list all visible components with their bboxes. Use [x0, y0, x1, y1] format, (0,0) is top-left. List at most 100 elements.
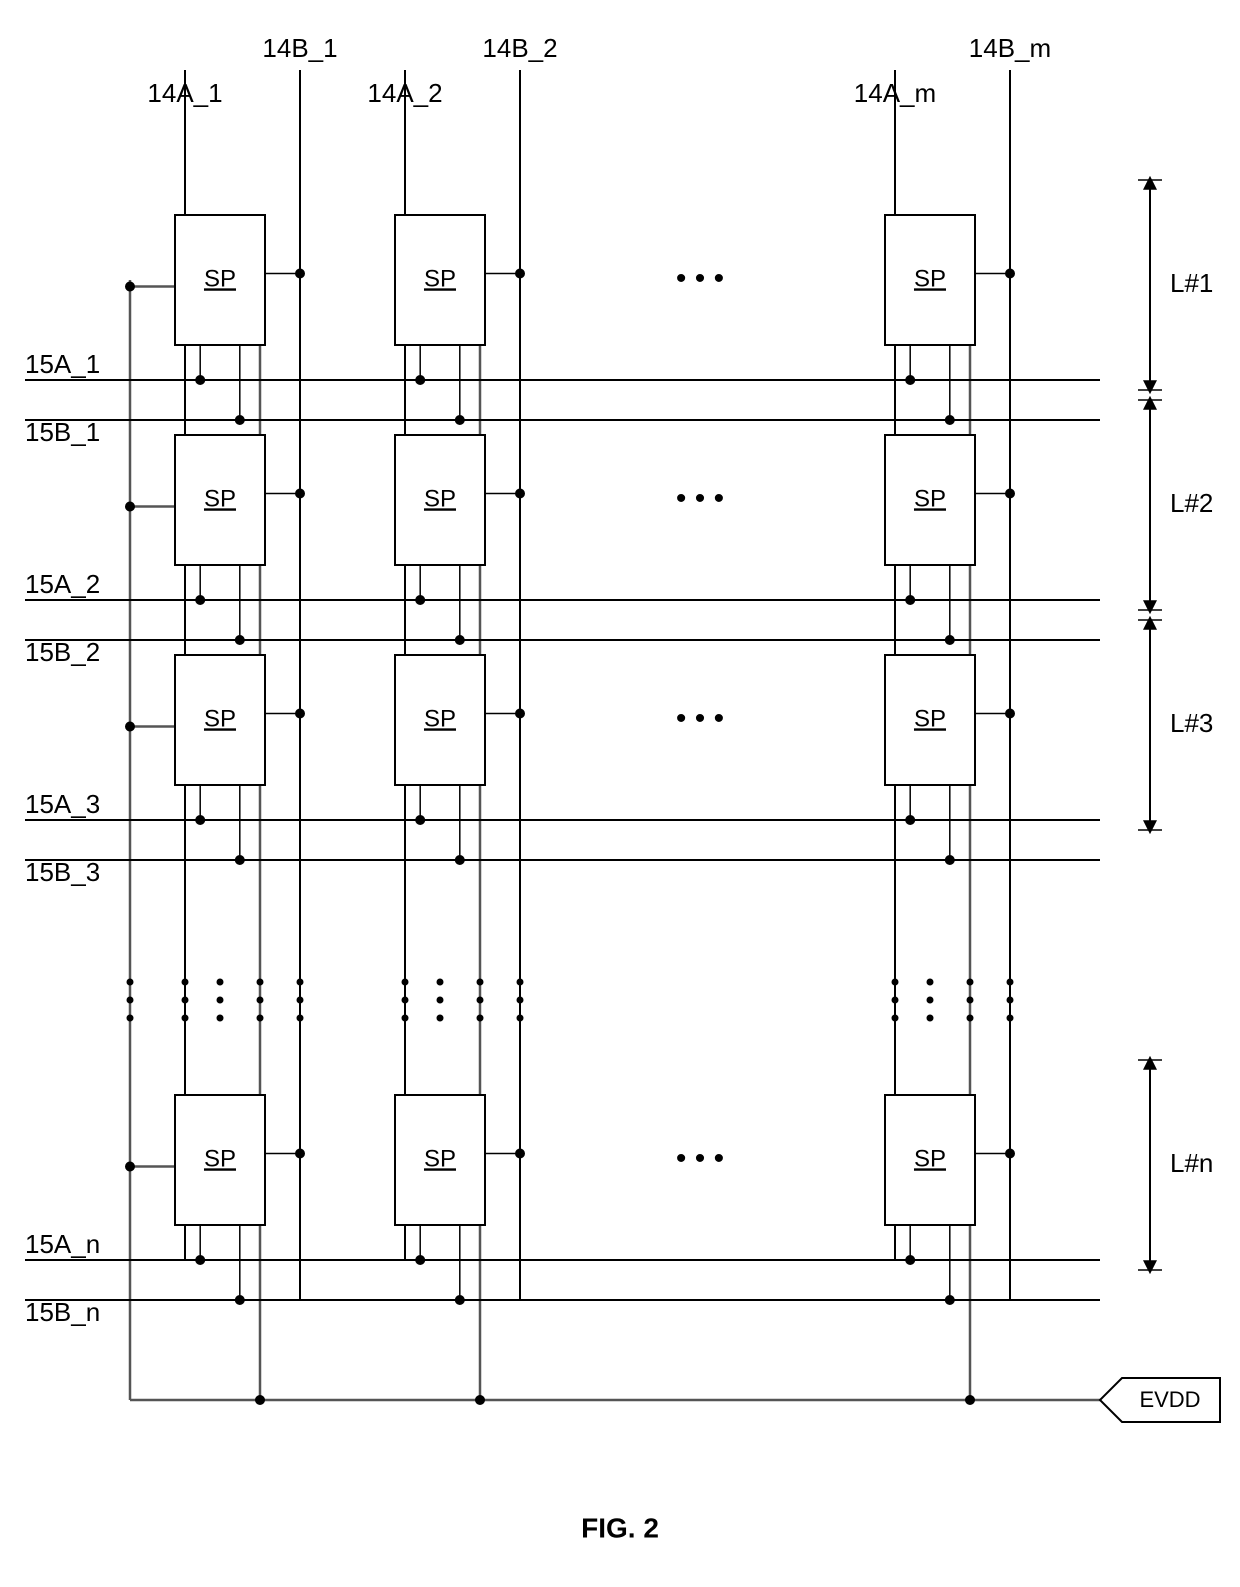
- v-ellipsis-dot: [1007, 997, 1014, 1004]
- v-ellipsis-dot: [1007, 1015, 1014, 1022]
- junction-node: [1005, 489, 1015, 499]
- junction-node: [195, 375, 205, 385]
- col-label-14B: 14B_1: [262, 33, 337, 63]
- v-ellipsis-dot: [892, 979, 899, 986]
- junction-node: [1005, 1149, 1015, 1159]
- junction-node: [235, 635, 245, 645]
- v-ellipsis-dot: [437, 1015, 444, 1022]
- row-dimension-label: L#3: [1170, 708, 1213, 738]
- v-ellipsis-dot: [297, 997, 304, 1004]
- junction-node: [295, 709, 305, 719]
- junction-node: [905, 375, 915, 385]
- v-ellipsis-dot: [437, 997, 444, 1004]
- sp-cell-label: SP: [914, 1145, 946, 1172]
- h-ellipsis: • • •: [676, 262, 724, 295]
- v-ellipsis-dot: [402, 979, 409, 986]
- sp-cell-label: SP: [914, 265, 946, 292]
- v-ellipsis-dot: [182, 1015, 189, 1022]
- sp-cell-label: SP: [424, 485, 456, 512]
- junction-node: [905, 1255, 915, 1265]
- h-ellipsis: • • •: [676, 1142, 724, 1175]
- v-ellipsis-dot: [182, 997, 189, 1004]
- row-label-15B: 15B_1: [25, 417, 100, 447]
- v-ellipsis-dot: [437, 979, 444, 986]
- junction-node: [515, 269, 525, 279]
- col-label-14B: 14B_m: [969, 33, 1051, 63]
- junction-node: [295, 1149, 305, 1159]
- v-ellipsis-dot: [127, 997, 134, 1004]
- junction-node: [1005, 709, 1015, 719]
- v-ellipsis-dot: [967, 1015, 974, 1022]
- junction-node: [945, 415, 955, 425]
- junction-node: [965, 1395, 975, 1405]
- sp-cell-label: SP: [204, 705, 236, 732]
- sp-cell-label: SP: [914, 485, 946, 512]
- sp-cell-label: SP: [424, 705, 456, 732]
- v-ellipsis-dot: [477, 979, 484, 986]
- v-ellipsis-dot: [127, 1015, 134, 1022]
- v-ellipsis-dot: [127, 979, 134, 986]
- junction-node: [455, 635, 465, 645]
- junction-node: [945, 855, 955, 865]
- v-ellipsis-dot: [297, 979, 304, 986]
- v-ellipsis-dot: [217, 979, 224, 986]
- v-ellipsis-dot: [257, 997, 264, 1004]
- figure-caption: FIG. 2: [581, 1512, 659, 1543]
- junction-node: [295, 269, 305, 279]
- sp-cell-label: SP: [424, 265, 456, 292]
- row-label-15A: 15A_3: [25, 789, 100, 819]
- junction-node: [945, 1295, 955, 1305]
- evdd-label: EVDD: [1139, 1387, 1200, 1412]
- v-ellipsis-dot: [892, 997, 899, 1004]
- junction-node: [475, 1395, 485, 1405]
- row-dimension-label: L#n: [1170, 1148, 1213, 1178]
- junction-node: [235, 855, 245, 865]
- junction-node: [415, 595, 425, 605]
- v-ellipsis-dot: [297, 1015, 304, 1022]
- junction-node: [455, 415, 465, 425]
- v-ellipsis-dot: [402, 1015, 409, 1022]
- row-label-15A: 15A_n: [25, 1229, 100, 1259]
- v-ellipsis-dot: [927, 979, 934, 986]
- sp-cell-label: SP: [204, 265, 236, 292]
- sp-cell-label: SP: [914, 705, 946, 732]
- v-ellipsis-dot: [892, 1015, 899, 1022]
- v-ellipsis-dot: [967, 979, 974, 986]
- h-ellipsis: • • •: [676, 482, 724, 515]
- row-label-15B: 15B_n: [25, 1297, 100, 1327]
- circuit-diagram: 14A_114B_114A_214B_214A_m14B_mEVDD15A_11…: [0, 0, 1240, 1587]
- junction-node: [295, 489, 305, 499]
- sp-cell-label: SP: [424, 1145, 456, 1172]
- junction-node: [235, 415, 245, 425]
- sp-cell-label: SP: [204, 1145, 236, 1172]
- col-label-14B: 14B_2: [482, 33, 557, 63]
- junction-node: [195, 815, 205, 825]
- junction-node: [125, 502, 135, 512]
- v-ellipsis-dot: [1007, 979, 1014, 986]
- junction-node: [235, 1295, 245, 1305]
- v-ellipsis-dot: [402, 997, 409, 1004]
- junction-node: [195, 595, 205, 605]
- v-ellipsis-dot: [967, 997, 974, 1004]
- row-label-15A: 15A_2: [25, 569, 100, 599]
- junction-node: [515, 1149, 525, 1159]
- sp-cell-label: SP: [204, 485, 236, 512]
- v-ellipsis-dot: [517, 997, 524, 1004]
- v-ellipsis-dot: [257, 979, 264, 986]
- v-ellipsis-dot: [927, 1015, 934, 1022]
- junction-node: [415, 1255, 425, 1265]
- v-ellipsis-dot: [477, 997, 484, 1004]
- v-ellipsis-dot: [517, 1015, 524, 1022]
- v-ellipsis-dot: [182, 979, 189, 986]
- junction-node: [455, 1295, 465, 1305]
- junction-node: [905, 595, 915, 605]
- col-label-14A: 14A_2: [367, 78, 442, 108]
- row-dimension-label: L#1: [1170, 268, 1213, 298]
- junction-node: [255, 1395, 265, 1405]
- h-ellipsis: • • •: [676, 702, 724, 735]
- junction-node: [195, 1255, 205, 1265]
- row-label-15B: 15B_3: [25, 857, 100, 887]
- junction-node: [1005, 269, 1015, 279]
- col-label-14A: 14A_1: [147, 78, 222, 108]
- junction-node: [125, 722, 135, 732]
